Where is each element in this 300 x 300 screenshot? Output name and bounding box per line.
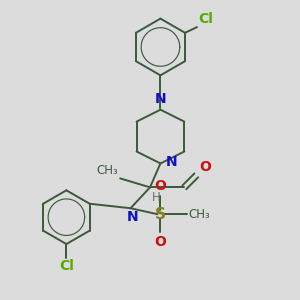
Text: O: O — [154, 179, 166, 193]
Text: N: N — [166, 155, 178, 169]
Text: N: N — [154, 92, 166, 106]
Text: Cl: Cl — [59, 259, 74, 273]
Text: Cl: Cl — [199, 12, 213, 26]
Text: O: O — [199, 160, 211, 174]
Text: CH₃: CH₃ — [96, 164, 118, 177]
Text: N: N — [126, 210, 138, 224]
Text: H: H — [152, 191, 160, 204]
Text: CH₃: CH₃ — [189, 208, 211, 221]
Text: O: O — [154, 235, 166, 249]
Text: S: S — [155, 207, 166, 222]
